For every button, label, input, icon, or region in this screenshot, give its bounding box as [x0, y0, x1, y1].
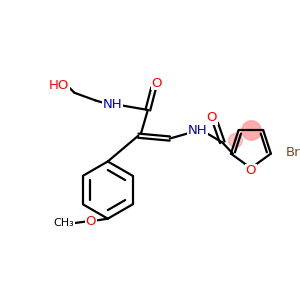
Text: O: O [85, 215, 96, 228]
Text: NH: NH [188, 124, 207, 137]
Text: HO: HO [49, 79, 69, 92]
Text: O: O [151, 77, 162, 90]
Text: Br: Br [286, 146, 300, 159]
Text: NH: NH [103, 98, 122, 111]
Text: O: O [246, 164, 256, 178]
Text: O: O [206, 111, 217, 124]
Text: CH₃: CH₃ [53, 218, 74, 229]
